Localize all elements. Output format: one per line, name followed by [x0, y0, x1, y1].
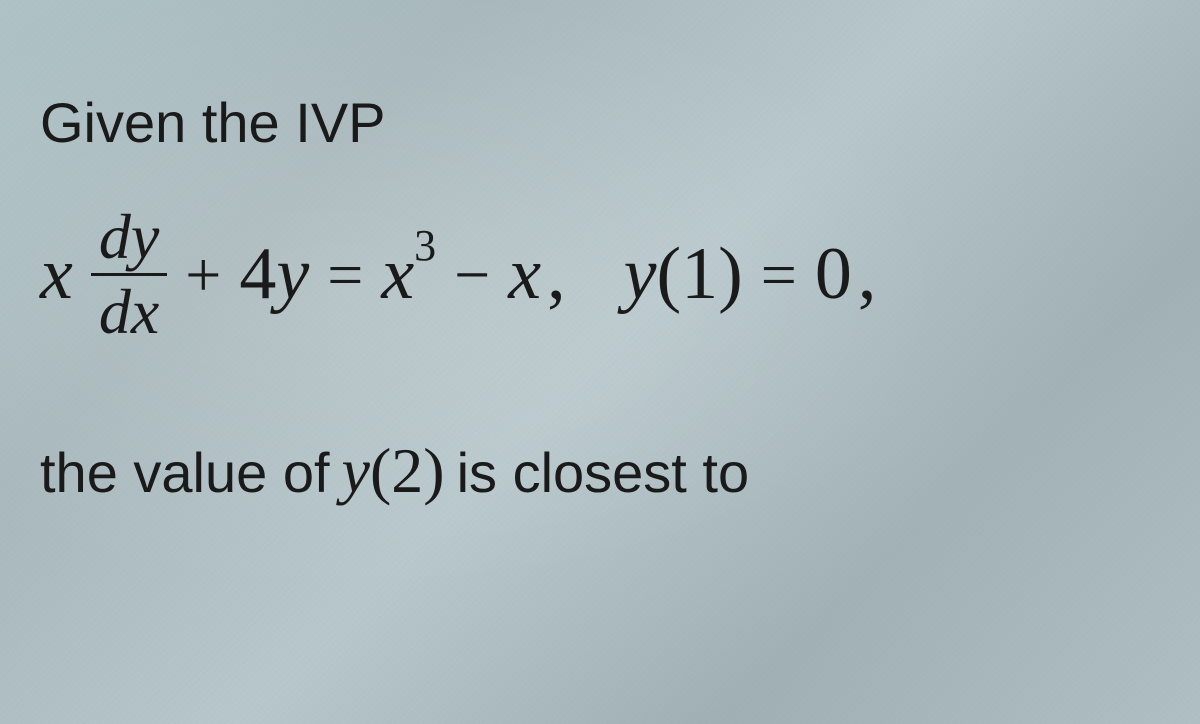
coeff-x: x: [40, 232, 73, 317]
term-4y: 4y: [239, 232, 309, 317]
ic-func: y: [624, 233, 657, 315]
ic-arg: 1: [681, 233, 718, 315]
exponent-3: 3: [414, 221, 436, 270]
equals-op: =: [327, 238, 363, 312]
minus-op: −: [454, 238, 490, 312]
ic-value: 0: [815, 232, 852, 317]
question-expression: y(2): [342, 434, 445, 508]
base-x: x: [381, 233, 414, 315]
ic-open-paren: (: [656, 233, 681, 315]
comma-1: ,: [547, 232, 566, 317]
initial-condition: y(1): [624, 232, 743, 317]
plus-op: +: [185, 238, 221, 312]
term-x-cubed: x3: [381, 232, 436, 317]
term-x: x: [508, 232, 541, 317]
fraction-denominator: dx: [91, 273, 167, 344]
intro-text: Given the IVP: [40, 90, 1160, 155]
coeff-4: 4: [239, 233, 276, 315]
problem-content: Given the IVP x dy dx + 4y = x3 − x, y(1…: [0, 0, 1200, 724]
q-arg: 2: [391, 435, 423, 506]
question-prefix: the value of: [40, 440, 330, 505]
question-text: the value of y(2) is closest to: [40, 434, 1160, 508]
ic-equals: =: [761, 238, 797, 312]
fraction-numerator: dy: [91, 205, 167, 273]
derivative-fraction: dy dx: [91, 205, 167, 344]
q-func: y: [342, 435, 370, 506]
q-open-paren: (: [370, 435, 391, 506]
comma-2: ,: [858, 232, 877, 317]
q-close-paren: ): [423, 435, 444, 506]
var-y: y: [276, 233, 309, 315]
question-suffix: is closest to: [457, 440, 750, 505]
ivp-equation: x dy dx + 4y = x3 − x, y(1) = 0,: [40, 205, 1160, 344]
ic-close-paren: ): [718, 233, 743, 315]
